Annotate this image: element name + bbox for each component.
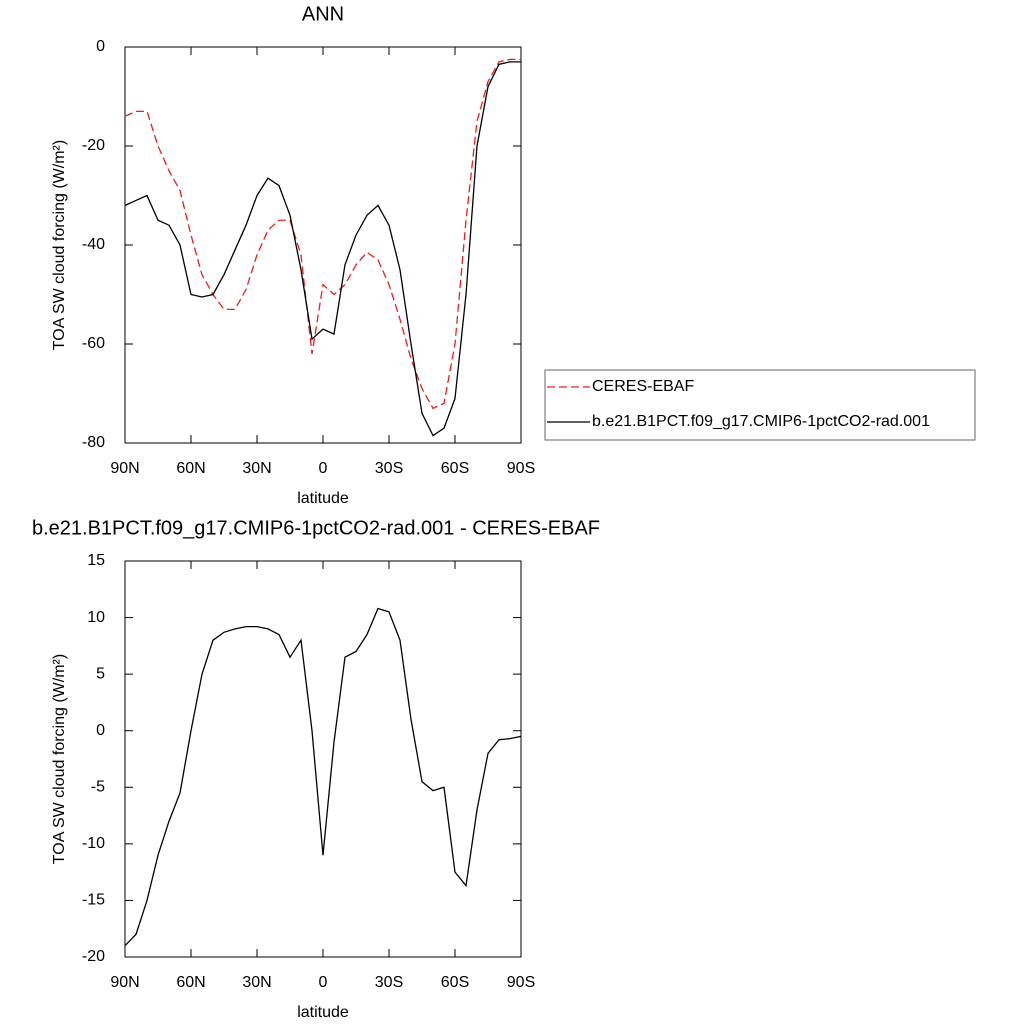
y-tick-label: 5 [96,665,105,682]
x-axis-label: latitude [297,1004,349,1021]
x-tick-label: 0 [319,974,328,991]
legend-box [544,369,976,441]
legend-label: b.e21.B1PCT.f09_g17.CMIP6-1pctCO2-rad.00… [592,413,930,430]
x-tick-label: 0 [319,460,328,477]
series-line [124,61,521,437]
y-tick-label: 15 [87,552,105,569]
y-tick-label: -60 [82,335,105,352]
chart-title: b.e21.B1PCT.f09_g17.CMIP6-1pctCO2-rad.00… [32,517,600,539]
y-tick-label: -80 [82,434,105,451]
x-tick-label: 90N [110,460,139,477]
x-tick-label: 90S [507,460,535,477]
plot-frame [124,46,522,444]
y-tick-label: -40 [82,236,105,253]
y-axis-label: TOA SW cloud forcing (W/m²) [51,140,68,350]
y-tick-label: 0 [96,38,105,55]
y-tick-label: -10 [82,835,105,852]
x-tick-label: 30S [375,974,403,991]
x-tick-label: 60S [441,974,469,991]
x-tick-label: 90S [507,974,535,991]
series-line [124,607,522,947]
x-tick-label: 30N [242,974,271,991]
x-tick-label: 30S [375,460,403,477]
series-line [124,58,521,410]
x-axis-label: latitude [297,490,349,507]
x-tick-label: 60N [176,460,205,477]
x-tick-label: 60N [176,974,205,991]
y-tick-label: 0 [96,722,105,739]
y-tick-label: 10 [87,609,105,626]
y-tick-label: -20 [82,137,105,154]
y-tick-label: -5 [91,779,105,796]
plot-frame [124,560,522,958]
legend-label: CERES-EBAF [592,378,694,395]
y-tick-label: -15 [82,892,105,909]
y-tick-label: -20 [82,948,105,965]
x-tick-label: 90N [110,974,139,991]
y-axis-label: TOA SW cloud forcing (W/m²) [51,654,68,864]
x-tick-label: 30N [242,460,271,477]
x-tick-label: 60S [441,460,469,477]
chart-title: ANN [302,3,344,25]
